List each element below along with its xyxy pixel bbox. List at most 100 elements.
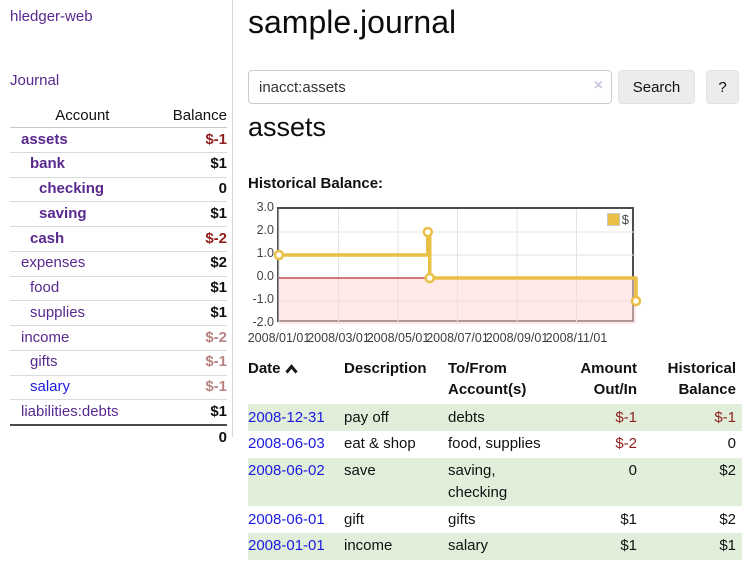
account-row: expenses $2 <box>10 250 227 276</box>
transaction-accounts-cell: saving, checking <box>448 462 508 501</box>
transaction-date-cell: 2008-12-31 <box>248 404 344 431</box>
transaction-date-cell: 2008-06-02 <box>248 458 344 507</box>
help-button[interactable]: ? <box>706 70 739 104</box>
legend-swatch-icon <box>606 213 620 226</box>
account-row: checking 0 <box>10 176 227 202</box>
accounts-total-value: 0 <box>154 424 227 450</box>
account-row: salary $-1 <box>10 374 227 400</box>
account-name-cell: saving <box>10 201 155 227</box>
sidebar-account-link-assets[interactable]: assets <box>21 130 68 148</box>
sidebar-account-link-salary[interactable]: salary <box>30 378 71 395</box>
transaction-balance-cell: $2 <box>719 462 736 479</box>
account-balance-value: $1 <box>154 151 227 177</box>
transaction-description-cell: pay off <box>344 408 389 426</box>
transaction-row: 2008-01-01 income salary $1 $1 <box>248 532 742 560</box>
accounts-header-balance: Balance <box>154 104 227 128</box>
account-balance-value: 0 <box>154 176 227 202</box>
transaction-description-cell: income <box>344 537 393 555</box>
transaction-date-link[interactable]: 2008-12-31 <box>248 408 325 426</box>
account-balance-value: $-1 <box>154 374 227 400</box>
accounts-header-account: Account <box>10 104 155 128</box>
account-row: supplies $1 <box>10 300 227 326</box>
chart-section-label: Historical Balance: <box>248 175 384 192</box>
search-form: × Search ? <box>248 70 739 104</box>
account-row: saving $1 <box>10 201 227 227</box>
account-row: food $1 <box>10 275 227 301</box>
transaction-date-link[interactable]: 2008-01-01 <box>248 537 325 555</box>
transaction-date-link[interactable]: 2008-06-01 <box>248 510 325 528</box>
sidebar-account-link-cash[interactable]: cash <box>30 229 65 247</box>
x-axis-tick-label: 2008/11/01 <box>545 331 608 345</box>
account-name-cell: assets <box>10 127 155 153</box>
transaction-accounts-cell: salary <box>448 537 489 555</box>
y-axis-tick-label: -1.0 <box>252 292 274 306</box>
sidebar-account-link-bank[interactable]: bank <box>30 155 66 173</box>
transaction-description-cell: gift <box>344 510 365 528</box>
x-axis-tick-label: 2008/07/01 <box>426 331 489 345</box>
account-balance-value: $1 <box>154 300 227 326</box>
sidebar-account-link-liabilities-debts[interactable]: liabilities:debts <box>21 402 119 420</box>
transaction-date-link[interactable]: 2008-06-02 <box>248 462 325 479</box>
sidebar-account-link-gifts[interactable]: gifts <box>30 353 58 371</box>
sidebar-account-link-expenses[interactable]: expenses <box>21 254 86 272</box>
account-row: gifts $-1 <box>10 349 227 375</box>
account-row: cash $-2 <box>10 226 227 252</box>
account-balance-value: $1 <box>154 275 227 301</box>
search-input[interactable] <box>248 70 612 104</box>
account-name-cell: food <box>10 275 155 301</box>
search-button[interactable]: Search <box>618 70 695 104</box>
accounts-total-spacer <box>10 424 155 450</box>
transaction-date-link[interactable]: 2008-06-03 <box>248 435 325 453</box>
y-axis-tick-label: 3.0 <box>256 200 274 214</box>
legend-label: $ <box>621 212 629 227</box>
sidebar-account-link-checking[interactable]: checking <box>39 180 105 197</box>
account-balance-value: $-2 <box>154 226 227 252</box>
account-name-cell: cash <box>10 226 155 252</box>
account-row: liabilities:debts $1 <box>10 399 227 425</box>
account-name-cell: expenses <box>10 250 155 276</box>
historical-balance-chart: $ 3.0 2.0 1.0 0.0 -1.0 -2.0 2008/01/01 2008/03/… <box>248 200 742 350</box>
search-input-wrap: × <box>248 70 612 104</box>
sidebar-account-link-supplies[interactable]: supplies <box>30 303 86 321</box>
transaction-description-cell: save <box>344 462 376 479</box>
y-axis-tick-label: 1.0 <box>256 246 274 260</box>
transaction-balance-cell: $2 <box>719 510 736 528</box>
account-name-cell: salary <box>10 374 155 400</box>
account-heading: assets <box>248 112 327 142</box>
accounts-total-row: 0 <box>10 424 227 450</box>
account-name-cell: checking <box>10 176 155 202</box>
nav-journal-link[interactable]: Journal <box>10 72 60 89</box>
transaction-accounts-cell: debts <box>448 408 485 426</box>
accounts-balance-table: Account Balance assets $-1 bank $1 checking 0… <box>10 104 227 450</box>
account-balance-value: $1 <box>154 399 227 425</box>
sidebar-account-link-saving[interactable]: saving <box>39 204 87 222</box>
transaction-accounts-cell: food, supplies <box>448 435 541 453</box>
y-axis-tick-label: 0.0 <box>256 269 274 283</box>
transaction-amount-cell: 0 <box>628 462 637 479</box>
clear-search-icon[interactable]: × <box>593 77 603 94</box>
transaction-row: 2008-06-01 gift gifts $1 $2 <box>248 506 742 533</box>
sidebar-account-link-income[interactable]: income <box>21 328 70 346</box>
transaction-accounts-cell: gifts <box>448 510 476 528</box>
transaction-balance-cell: $1 <box>719 537 736 555</box>
transaction-amount-cell: $-2 <box>615 435 637 453</box>
account-row: bank $1 <box>10 151 227 177</box>
sidebar-account-link-food[interactable]: food <box>30 279 60 296</box>
register-table: Date Description To/From Account(s) Amou… <box>248 354 742 560</box>
account-name-cell: income <box>10 325 155 351</box>
transaction-date-cell: 2008-01-01 <box>248 533 344 560</box>
account-name-cell: liabilities:debts <box>10 399 155 425</box>
transaction-description-cell: eat & shop <box>344 435 416 453</box>
y-axis-tick-label: -2.0 <box>252 315 274 329</box>
sidebar: hledger-web Journal Account Balance asse… <box>0 0 233 450</box>
column-header-amount: Amount Out/In <box>580 360 637 398</box>
column-header-date[interactable]: Date <box>248 354 344 404</box>
page-title: sample.journal <box>248 4 457 40</box>
account-balance-value: $-1 <box>154 127 227 153</box>
app-brand-link[interactable]: hledger-web <box>10 8 93 25</box>
x-axis-tick-label: 2008/09/01 <box>485 331 549 345</box>
sort-ascending-icon <box>284 364 298 374</box>
account-name-cell: gifts <box>10 349 155 375</box>
account-balance-value: $1 <box>154 201 227 227</box>
account-row: assets $-1 <box>10 127 227 153</box>
